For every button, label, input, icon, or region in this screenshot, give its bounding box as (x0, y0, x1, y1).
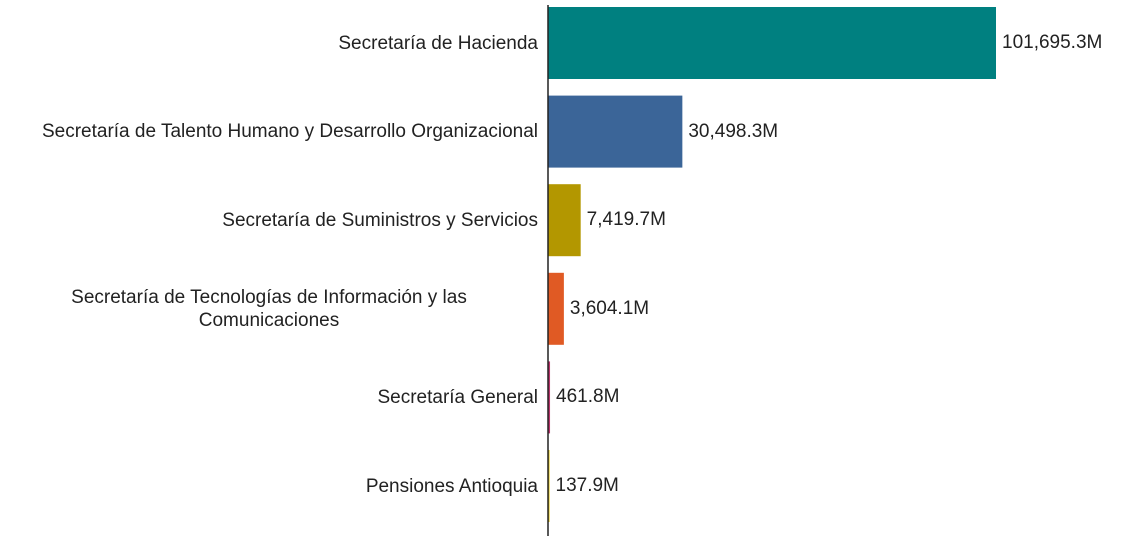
value-label-text: 461.8M (556, 386, 620, 408)
category-label-text: Secretaría de Suministros y Servicios (222, 209, 538, 231)
category-label: Secretaría de Talento Humano y Desarroll… (42, 96, 538, 168)
bar (548, 272, 564, 345)
category-label: Secretaría de Tecnologías de Información… (0, 273, 538, 345)
category-label-text: Secretaría de Talento Humano y Desarroll… (41, 121, 538, 143)
category-label-text: Secretaría General (377, 386, 538, 408)
category-label-text: Secretaría de Hacienda (338, 32, 538, 54)
value-label: 7,419.7M (587, 209, 666, 231)
value-label: 461.8M (556, 386, 619, 408)
value-label: 137.9M (556, 475, 619, 497)
category-label-text: Pensiones Antioquia (365, 475, 538, 497)
value-label: 101,695.3M (1002, 32, 1102, 54)
value-label-text: 101,695.3M (1002, 32, 1103, 53)
value-label: 30,498.3M (688, 121, 778, 143)
category-label: Pensiones Antioquia (366, 450, 538, 522)
category-label: Secretaría de Suministros y Servicios (222, 184, 538, 256)
category-label: Secretaría General (377, 361, 538, 433)
bar (548, 95, 683, 168)
value-label-text: 7,419.7M (586, 209, 666, 231)
bar (548, 361, 551, 434)
value-label: 3,604.1M (570, 298, 649, 320)
category-label: Secretaría de Hacienda (338, 7, 538, 79)
value-label-text: 30,498.3M (688, 120, 779, 142)
bar (548, 7, 996, 79)
value-label-text: 3,604.1M (569, 297, 650, 319)
value-label-text: 137.9M (555, 475, 619, 496)
category-label-text: Secretaría de Tecnologías de Información… (71, 286, 467, 331)
bar (548, 184, 581, 257)
